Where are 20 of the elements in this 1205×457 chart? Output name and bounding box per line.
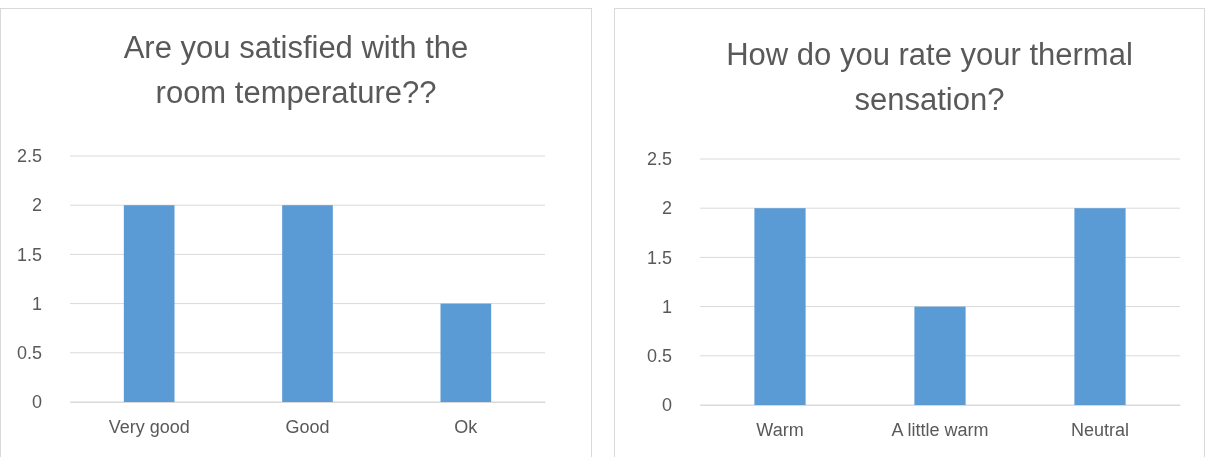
chart-title: How do you rate your thermal sensation? xyxy=(726,37,1133,117)
y-tick-label: 0 xyxy=(661,395,672,416)
y-tick-label: 1.5 xyxy=(16,244,42,265)
x-tick-label: Good xyxy=(285,416,330,437)
x-tick-label: Very good xyxy=(108,416,190,437)
x-tick-label: Warm xyxy=(756,419,804,440)
y-tick-label: 1 xyxy=(31,293,42,314)
y-tick-label: 2 xyxy=(31,195,42,216)
x-tick-label: Neutral xyxy=(1070,419,1130,440)
chart-title: Are you satisfied with the room temperature?? xyxy=(123,30,469,110)
y-tick-label: 0.5 xyxy=(16,343,42,364)
y-tick-label: 1 xyxy=(661,296,672,317)
y-tick-label: 2.5 xyxy=(16,146,42,167)
y-tick-label: 2 xyxy=(661,198,672,219)
y-tick-label: 0.5 xyxy=(646,346,672,367)
x-tick-label: Ok xyxy=(454,416,479,437)
y-tick-label: 0 xyxy=(31,392,42,413)
x-tick-label: A little warm xyxy=(891,419,989,440)
y-tick-label: 2.5 xyxy=(646,149,672,170)
y-tick-label: 1.5 xyxy=(646,247,672,268)
